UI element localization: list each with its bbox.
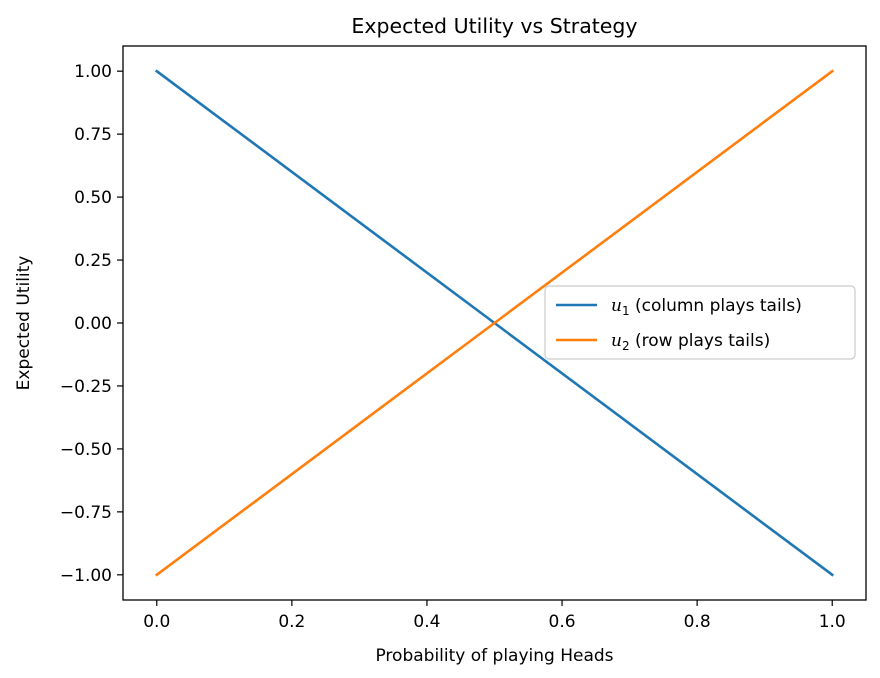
y-tick-label: 0.75 [74,125,112,145]
y-tick-label: 0.25 [74,251,112,271]
y-tick-label: −0.50 [60,440,112,460]
x-tick-label: 0.2 [278,612,305,632]
x-tick-label: 0.4 [413,612,440,632]
y-tick-label: −1.00 [60,566,112,586]
x-tick-label: 1.0 [819,612,846,632]
legend-label: u1 (column plays tails) [611,296,802,318]
chart-title: Expected Utility vs Strategy [351,14,637,38]
x-tick-label: 0.0 [143,612,170,632]
legend: u1 (column plays tails) u2 (row plays tai… [544,285,856,360]
y-tick-label: 0.00 [74,314,112,334]
x-tick-label: 0.8 [684,612,711,632]
x-tick-label: 0.6 [549,612,576,632]
series-layer [154,69,835,577]
legend-entry-2: u2 (row plays tails) [556,331,770,353]
legend-entry-1: u1 (column plays tails) [556,296,802,318]
y-tick-label: −0.75 [60,503,112,523]
y-tick-label: 0.50 [74,188,112,208]
x-axis-label: Probability of playing Heads [375,646,613,666]
x-axis-ticks: 0.0 0.2 0.4 0.6 0.8 1.0 [143,600,846,632]
legend-label: u2 (row plays tails) [611,331,770,353]
y-tick-label: −0.25 [60,377,112,397]
legend-box [544,285,856,360]
y-tick-label: 1.00 [74,62,112,82]
y-axis-ticks: 1.00 0.75 0.50 0.25 0.00 −0.25 −0.50 −0.75 −1.00 [60,62,123,586]
y-axis-label: Expected Utility [14,256,34,391]
series-line-2 [154,69,835,577]
